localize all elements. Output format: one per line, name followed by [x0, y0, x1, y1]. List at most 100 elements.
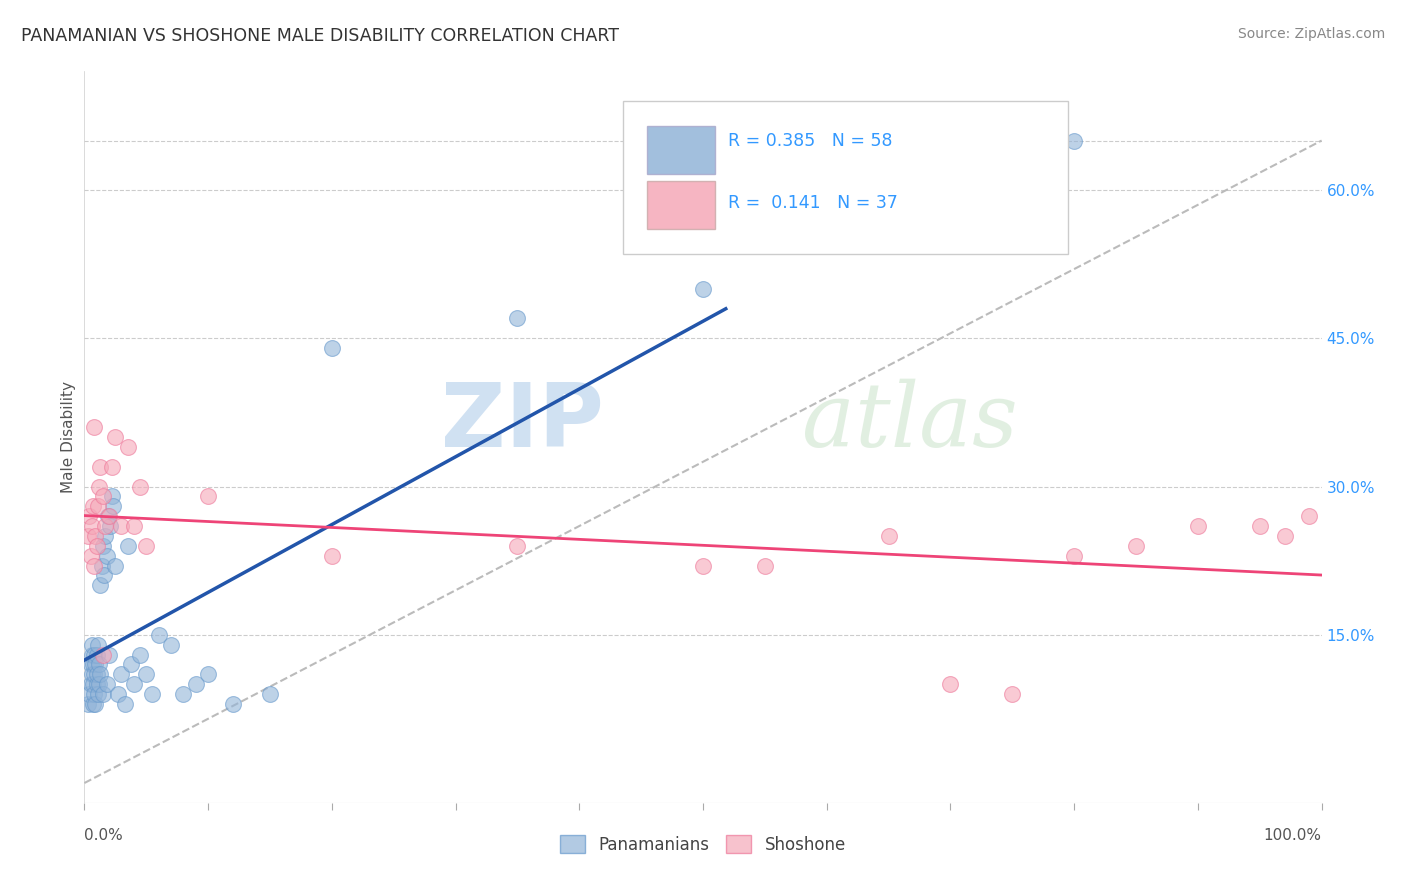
- Point: [87, 638, 110, 652]
- Point: [96, 677, 118, 691]
- Point: [93, 568, 115, 582]
- Point: [86, 677, 108, 691]
- Text: PANAMANIAN VS SHOSHONE MALE DISABILITY CORRELATION CHART: PANAMANIAN VS SHOSHONE MALE DISABILITY C…: [21, 27, 619, 45]
- Point: [197, 667, 219, 681]
- Point: [98, 519, 121, 533]
- Point: [79, 509, 101, 524]
- Point: [754, 558, 776, 573]
- Point: [321, 341, 343, 355]
- FancyBboxPatch shape: [623, 101, 1069, 254]
- Point: [94, 529, 117, 543]
- Point: [86, 667, 108, 681]
- Point: [1125, 539, 1147, 553]
- Point: [877, 232, 900, 246]
- Point: [80, 667, 103, 681]
- Point: [1063, 549, 1085, 563]
- Point: [84, 529, 107, 543]
- Point: [87, 500, 110, 514]
- Point: [84, 657, 107, 672]
- Point: [101, 500, 124, 514]
- Point: [122, 519, 145, 533]
- Point: [89, 667, 111, 681]
- Point: [79, 677, 101, 691]
- Point: [506, 539, 529, 553]
- Point: [939, 677, 962, 691]
- Point: [117, 440, 139, 454]
- Y-axis label: Male Disability: Male Disability: [60, 381, 76, 493]
- Point: [110, 519, 132, 533]
- Point: [79, 687, 101, 701]
- Point: [148, 628, 170, 642]
- Point: [83, 667, 105, 681]
- Point: [86, 539, 108, 553]
- Text: 0.0%: 0.0%: [84, 829, 124, 844]
- Point: [135, 667, 157, 681]
- Point: [80, 648, 103, 662]
- Point: [114, 697, 136, 711]
- Point: [83, 687, 105, 701]
- Point: [83, 648, 105, 662]
- Point: [692, 282, 714, 296]
- Point: [692, 558, 714, 573]
- Text: atlas: atlas: [801, 379, 1018, 466]
- Point: [1298, 509, 1320, 524]
- Point: [82, 500, 104, 514]
- Point: [91, 687, 114, 701]
- Point: [122, 677, 145, 691]
- Point: [90, 558, 112, 573]
- Point: [107, 687, 129, 701]
- Point: [129, 648, 152, 662]
- Point: [129, 479, 152, 493]
- Point: [91, 539, 114, 553]
- Point: [104, 430, 127, 444]
- Point: [83, 420, 105, 434]
- Point: [77, 697, 100, 711]
- FancyBboxPatch shape: [647, 181, 716, 228]
- Point: [877, 529, 900, 543]
- Point: [77, 529, 100, 543]
- Point: [79, 657, 101, 672]
- Point: [222, 697, 245, 711]
- Point: [259, 687, 281, 701]
- Point: [98, 509, 121, 524]
- Point: [82, 657, 104, 672]
- Point: [89, 479, 111, 493]
- Point: [117, 539, 139, 553]
- Point: [84, 697, 107, 711]
- FancyBboxPatch shape: [647, 126, 716, 174]
- Point: [321, 549, 343, 563]
- Point: [506, 311, 529, 326]
- Point: [98, 648, 121, 662]
- Text: ZIP: ZIP: [441, 379, 605, 466]
- Point: [141, 687, 163, 701]
- Point: [1001, 687, 1024, 701]
- Point: [89, 459, 111, 474]
- Text: R = 0.385   N = 58: R = 0.385 N = 58: [728, 132, 893, 150]
- Point: [87, 687, 110, 701]
- Point: [135, 539, 157, 553]
- Point: [1063, 134, 1085, 148]
- Point: [91, 489, 114, 503]
- Point: [89, 677, 111, 691]
- Point: [83, 558, 105, 573]
- Point: [79, 549, 101, 563]
- Point: [172, 687, 194, 701]
- Text: Source: ZipAtlas.com: Source: ZipAtlas.com: [1237, 27, 1385, 41]
- Point: [80, 638, 103, 652]
- Point: [100, 459, 122, 474]
- Text: 100.0%: 100.0%: [1264, 829, 1322, 844]
- Legend: Panamanians, Shoshone: Panamanians, Shoshone: [554, 829, 852, 860]
- Point: [80, 519, 103, 533]
- Point: [110, 667, 132, 681]
- Point: [104, 558, 127, 573]
- Point: [86, 648, 108, 662]
- Point: [1187, 519, 1209, 533]
- Point: [89, 578, 111, 592]
- Point: [94, 519, 117, 533]
- Point: [160, 638, 183, 652]
- Point: [82, 677, 104, 691]
- Point: [82, 697, 104, 711]
- Point: [100, 489, 122, 503]
- Point: [1249, 519, 1271, 533]
- Point: [97, 509, 120, 524]
